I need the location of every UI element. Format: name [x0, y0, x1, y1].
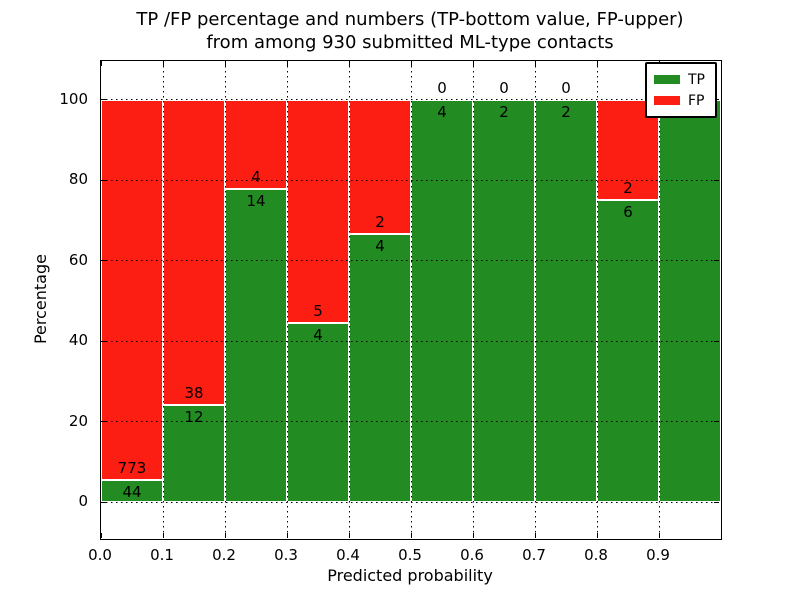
- x-tick-label-0.1: 0.1: [150, 546, 174, 564]
- chart-title-line1: TP /FP percentage and numbers (TP-bottom…: [136, 9, 684, 30]
- fp-count-0.2-0.3: 4: [251, 167, 261, 186]
- y-tick-label-20: 20: [68, 411, 88, 430]
- fp-count-0.5-0.6: 0: [437, 78, 447, 97]
- fp-count-0.6-0.7: 0: [499, 78, 509, 97]
- x-tick-bottom-0.4: [348, 533, 350, 538]
- bar-tp-0.6-0.7: [473, 99, 535, 502]
- x-tick-top-0.6: [472, 61, 474, 66]
- bar-fp-0.1-0.2: [163, 99, 225, 406]
- bar-fp-0.3-0.4: [287, 99, 349, 324]
- x-tick-top-0.3: [286, 61, 288, 66]
- x-tick-label-0.6: 0.6: [460, 546, 484, 564]
- legend-swatch-TP: [654, 75, 680, 84]
- x-tick-label-0.4: 0.4: [336, 546, 360, 564]
- y-tick-left-80: [101, 179, 106, 181]
- x-tick-bottom-0.3: [286, 533, 288, 538]
- gridline-x-0.6: [472, 61, 474, 539]
- x-tick-label-0.0: 0.0: [88, 546, 112, 564]
- tp-count-0.3-0.4: 4: [313, 326, 323, 345]
- x-tick-label-0.5: 0.5: [398, 546, 422, 564]
- x-tick-bottom-0.5: [410, 533, 412, 538]
- legend-entry-FP: FP: [654, 90, 708, 111]
- bar-tp-0.2-0.3: [225, 188, 287, 502]
- x-tick-label-0.8: 0.8: [584, 546, 608, 564]
- fp-count-0.1-0.2: 38: [184, 384, 204, 403]
- fp-count-0.8-0.9: 2: [623, 179, 633, 198]
- tp-count-0.0-0.1: 44: [122, 483, 142, 502]
- tp-count-0.4-0.5: 4: [375, 236, 385, 255]
- legend-swatch-FP: [654, 96, 680, 105]
- y-tick-left-0: [101, 501, 106, 503]
- x-tick-bottom-0.1: [162, 533, 164, 538]
- y-tick-left-20: [101, 421, 106, 422]
- bar-tp-0.4-0.5: [349, 233, 411, 502]
- bar-tp-0.7-0.8: [535, 99, 597, 502]
- x-axis-label: Predicted probability: [327, 566, 493, 585]
- y-tick-right-0: [714, 501, 719, 503]
- bar-tp-0.8-0.9: [597, 200, 659, 502]
- gridline-x-0.4: [348, 61, 350, 539]
- x-tick-label-0.9: 0.9: [646, 546, 670, 564]
- tp-count-0.6-0.7: 2: [499, 102, 509, 121]
- x-tick-bottom-0.9: [658, 533, 660, 538]
- legend-label-TP: TP: [688, 71, 705, 88]
- tp-count-0.8-0.9: 6: [623, 203, 633, 222]
- y-tick-right-40: [714, 340, 719, 342]
- gridline-x-0.8: [596, 61, 598, 539]
- x-tick-label-0.7: 0.7: [522, 546, 546, 564]
- fp-count-0.0-0.1: 773: [117, 459, 147, 478]
- bar-tp-0.9-1.0: [659, 99, 721, 502]
- tp-count-0.2-0.3: 14: [246, 191, 266, 210]
- y-tick-right-20: [714, 421, 719, 422]
- chart-title-line2: from among 930 submitted ML-type contact…: [206, 32, 614, 53]
- x-tick-top-0.0: [100, 61, 102, 66]
- y-tick-label-100: 100: [59, 89, 88, 108]
- x-tick-label-0.2: 0.2: [212, 546, 236, 564]
- x-tick-bottom-0.2: [224, 533, 226, 538]
- fp-count-0.4-0.5: 2: [375, 212, 385, 231]
- x-tick-top-0.8: [596, 61, 598, 66]
- x-tick-top-0.5: [410, 61, 412, 66]
- gridline-x-0.3: [286, 61, 288, 539]
- x-tick-top-0.7: [534, 61, 536, 66]
- y-tick-label-80: 80: [68, 170, 88, 188]
- gridline-x-0.5: [410, 61, 412, 539]
- bar-fp-0.0-0.1: [101, 99, 163, 481]
- legend-entry-TP: TP: [654, 69, 708, 90]
- gridline-x-0.9: [658, 61, 660, 539]
- y-tick-right-80: [714, 179, 719, 181]
- x-tick-bottom-0.7: [534, 533, 536, 538]
- gridline-x-0.1: [162, 61, 164, 539]
- fp-count-0.7-0.8: 0: [561, 78, 571, 97]
- y-tick-right-60: [714, 260, 719, 261]
- legend: TP FP: [645, 62, 717, 118]
- x-tick-label-0.3: 0.3: [274, 546, 298, 564]
- x-tick-top-0.2: [224, 61, 226, 66]
- legend-label-FP: FP: [688, 92, 705, 109]
- y-axis-label: Percentage: [31, 254, 50, 345]
- y-tick-left-100: [101, 99, 106, 100]
- gridline-x-0.2: [224, 61, 226, 539]
- bar-tp-0.5-0.6: [411, 99, 473, 502]
- x-tick-top-0.4: [348, 61, 350, 66]
- y-tick-label-40: 40: [68, 331, 88, 349]
- x-tick-bottom-0.0: [100, 533, 102, 538]
- chart-title: TP /FP percentage and numbers (TP-bottom…: [100, 8, 720, 54]
- tp-count-0.7-0.8: 2: [561, 102, 571, 121]
- x-tick-bottom-0.6: [472, 533, 474, 538]
- tp-count-0.1-0.2: 12: [184, 408, 204, 427]
- x-tick-top-0.1: [162, 61, 164, 66]
- y-tick-label-0: 0: [78, 492, 88, 510]
- gridline-x-0.7: [534, 61, 536, 539]
- fp-count-0.3-0.4: 5: [313, 302, 323, 321]
- tp-count-0.5-0.6: 4: [437, 102, 447, 121]
- y-tick-left-40: [101, 340, 106, 342]
- y-tick-left-60: [101, 260, 106, 261]
- x-tick-bottom-0.8: [596, 533, 598, 538]
- bar-tp-0.3-0.4: [287, 323, 349, 502]
- plot-area: 773443812414542404020226014: [100, 60, 722, 540]
- y-tick-label-60: 60: [68, 250, 88, 269]
